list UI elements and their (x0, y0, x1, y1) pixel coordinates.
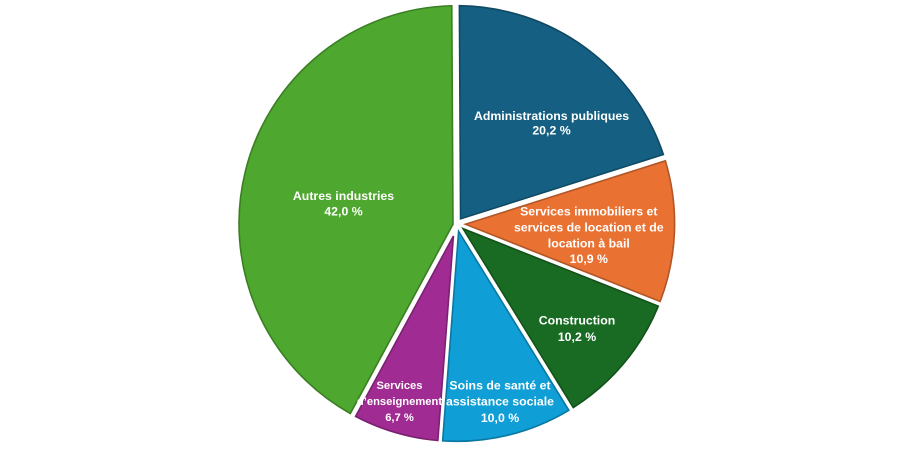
svg-text:Construction: Construction (539, 314, 616, 328)
svg-text:Administrations publiques: Administrations publiques (474, 109, 629, 123)
svg-text:d’enseignement: d’enseignement (357, 396, 442, 408)
svg-text:42,0 %: 42,0 % (324, 205, 362, 219)
svg-text:location à bail: location à bail (548, 236, 630, 250)
svg-text:Autres industries: Autres industries (293, 189, 394, 203)
svg-text:Soins de santé et: Soins de santé et (449, 378, 550, 392)
svg-text:6,7 %: 6,7 % (385, 412, 414, 424)
svg-text:20,2 %: 20,2 % (532, 124, 570, 138)
svg-text:10,2 %: 10,2 % (558, 330, 596, 344)
svg-text:Services: Services (376, 380, 422, 392)
svg-text:10,9 %: 10,9 % (570, 252, 608, 266)
svg-text:10,0 %: 10,0 % (481, 411, 519, 425)
svg-text:services de location et de: services de location et de (514, 220, 664, 234)
svg-text:assistance sociale: assistance sociale (446, 395, 554, 409)
svg-text:Services immobiliers et: Services immobiliers et (520, 205, 657, 219)
